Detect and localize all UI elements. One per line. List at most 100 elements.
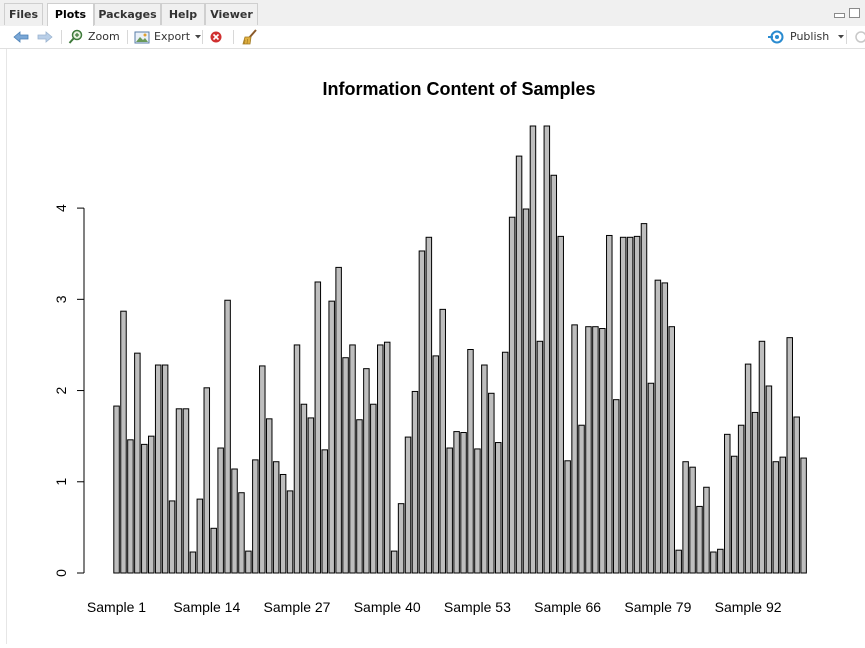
y-tick-label: 2 xyxy=(53,386,69,394)
bar xyxy=(259,365,266,574)
bar xyxy=(689,466,696,574)
pane-border xyxy=(6,49,7,644)
bar xyxy=(557,235,564,574)
chart-title: Information Content of Samples xyxy=(322,79,595,99)
plots-toolbar: Zoom Export xyxy=(0,26,865,49)
bar xyxy=(397,503,405,574)
bar xyxy=(321,449,328,574)
bar xyxy=(696,505,703,574)
magnifier-icon xyxy=(68,29,83,44)
bar xyxy=(404,436,412,574)
bar xyxy=(418,250,426,574)
forward-button[interactable] xyxy=(36,28,54,46)
bar xyxy=(737,424,745,574)
bar xyxy=(786,337,793,574)
bar xyxy=(543,125,551,574)
bar xyxy=(307,417,315,574)
bar xyxy=(467,349,474,574)
tab-files[interactable]: Files xyxy=(4,3,43,25)
bar xyxy=(238,492,245,574)
refresh-button[interactable] xyxy=(852,28,865,46)
bar xyxy=(647,382,655,574)
toolbar-separator xyxy=(846,30,847,44)
bar xyxy=(626,236,634,574)
toolbar-separator xyxy=(127,30,128,44)
bar xyxy=(730,455,738,574)
bar xyxy=(515,155,523,574)
bar xyxy=(744,363,752,574)
bar xyxy=(314,281,322,574)
tab-help[interactable]: Help xyxy=(161,3,205,25)
bar xyxy=(425,236,433,574)
bar xyxy=(564,460,571,574)
bar xyxy=(800,457,807,574)
bar xyxy=(522,208,530,574)
bar xyxy=(578,424,585,574)
bar xyxy=(675,549,682,574)
bar xyxy=(432,355,440,574)
publish-button[interactable]: Publish xyxy=(768,28,845,46)
bar xyxy=(272,461,280,574)
broom-icon xyxy=(242,29,257,45)
clear-all-plots-button[interactable] xyxy=(241,28,259,46)
bar xyxy=(772,461,780,574)
export-button[interactable]: Export xyxy=(134,28,202,46)
maximize-icon[interactable] xyxy=(849,8,860,18)
bar xyxy=(592,326,599,574)
bar xyxy=(668,326,675,574)
bar xyxy=(411,390,419,574)
bar xyxy=(245,550,252,574)
toolbar-separator xyxy=(61,30,62,44)
toolbar-separator xyxy=(202,30,203,44)
tab-packages[interactable]: Packages xyxy=(94,3,161,25)
x-tick-label: Sample 14 xyxy=(173,599,240,615)
refresh-icon xyxy=(855,31,865,43)
bar xyxy=(571,324,578,574)
bar xyxy=(300,403,308,574)
bar xyxy=(599,328,606,574)
bar xyxy=(495,442,502,574)
bar xyxy=(390,550,398,574)
bar xyxy=(328,300,335,574)
bar xyxy=(529,125,537,574)
bar xyxy=(134,352,141,574)
bar xyxy=(293,344,301,574)
bar xyxy=(474,448,481,574)
bar xyxy=(356,419,363,574)
bar xyxy=(182,408,190,574)
bar xyxy=(682,461,689,574)
bar xyxy=(196,498,204,574)
export-label: Export xyxy=(154,30,191,43)
publish-icon xyxy=(768,30,784,44)
back-button[interactable] xyxy=(12,28,30,46)
tab-plots[interactable]: Plots xyxy=(47,3,94,27)
x-tick-label: Sample 53 xyxy=(444,599,511,615)
minimize-icon[interactable] xyxy=(834,13,845,18)
bar xyxy=(265,418,273,574)
x-tick-label: Sample 79 xyxy=(624,599,691,615)
bar xyxy=(724,433,731,574)
bar xyxy=(231,468,238,574)
bar xyxy=(460,432,467,574)
arrow-right-icon xyxy=(37,31,53,43)
bar xyxy=(210,527,217,574)
bar xyxy=(175,408,183,574)
bar xyxy=(377,344,384,574)
remove-plot-button[interactable] xyxy=(209,28,223,46)
bar xyxy=(446,447,453,574)
bar xyxy=(120,310,127,574)
x-tick-label: Sample 92 xyxy=(715,599,782,615)
bar xyxy=(342,357,349,574)
chevron-down-icon xyxy=(195,35,202,39)
bar xyxy=(606,234,613,574)
bar xyxy=(286,490,294,574)
zoom-label: Zoom xyxy=(88,30,120,43)
bar xyxy=(536,340,544,574)
bar xyxy=(765,385,773,574)
toolbar-separator xyxy=(233,30,234,44)
tab-viewer[interactable]: Viewer xyxy=(205,3,258,25)
image-export-icon xyxy=(134,31,150,44)
bar xyxy=(349,344,356,574)
y-tick-label: 3 xyxy=(53,295,69,303)
zoom-button[interactable]: Zoom xyxy=(68,28,120,46)
